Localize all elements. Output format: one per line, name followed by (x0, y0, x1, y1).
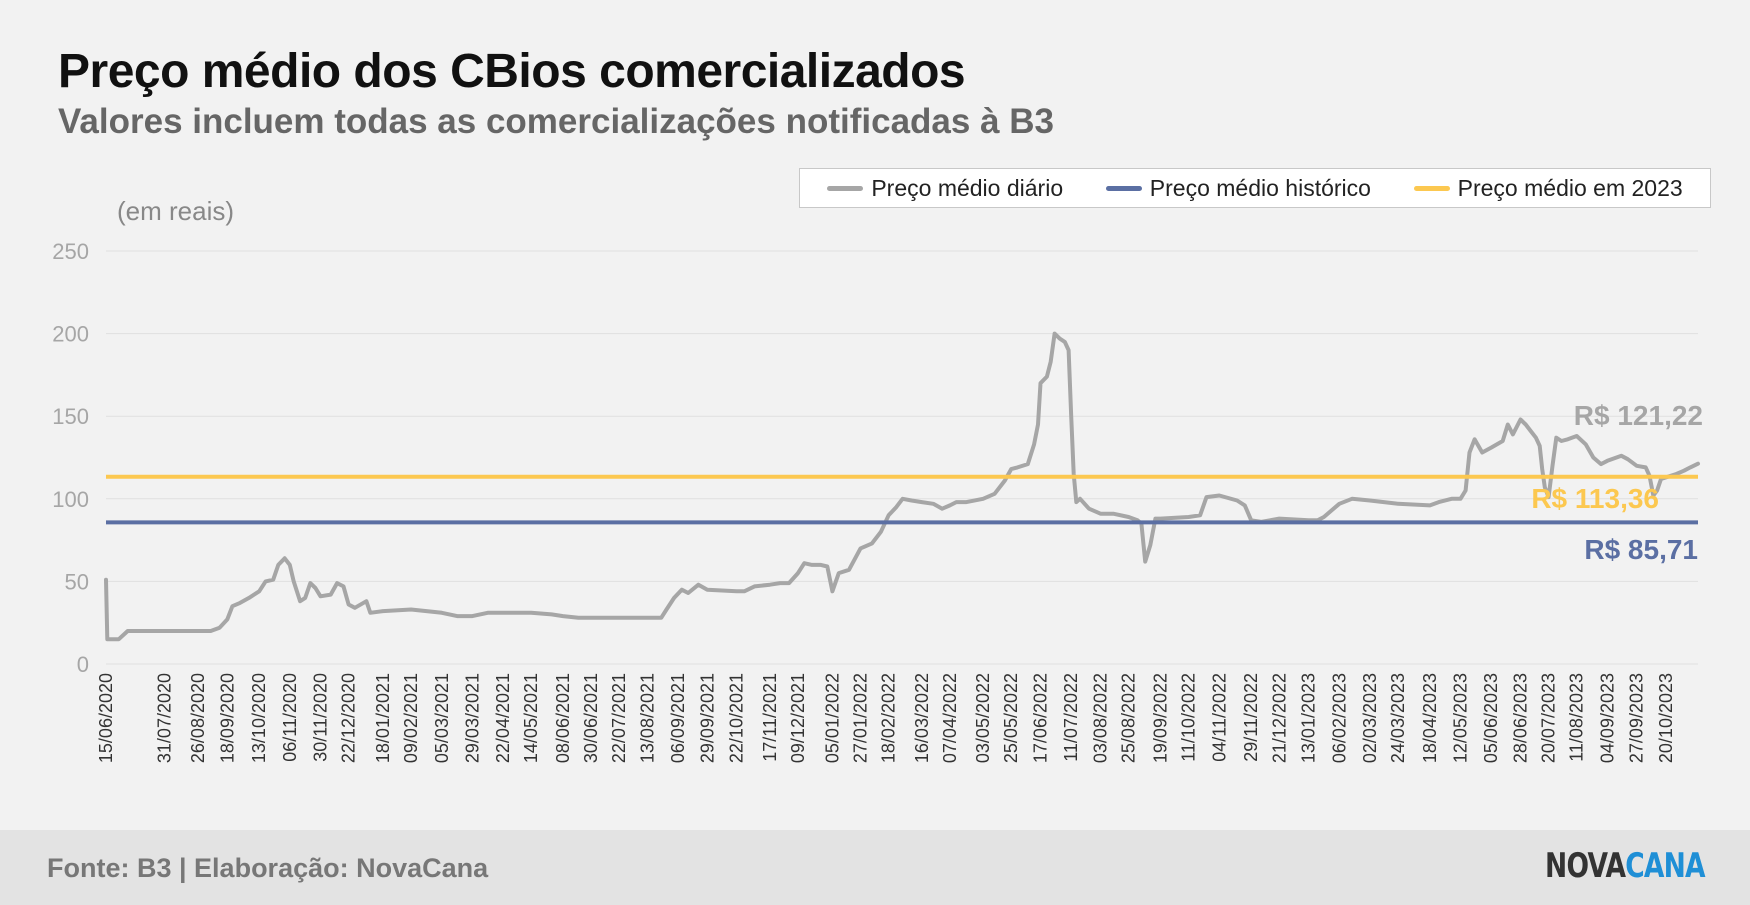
y-tick-label: 150 (52, 404, 89, 429)
x-tick-label: 08/06/2021 (553, 673, 573, 763)
source-credit: Fonte: B3 | Elaboração: NovaCana (47, 853, 489, 883)
value-annotation: R$ 121,22 (1574, 400, 1703, 431)
x-tick-label: 27/09/2023 (1627, 673, 1647, 763)
x-tick-label: 13/08/2021 (637, 673, 657, 763)
x-tick-label: 31/07/2020 (155, 673, 175, 763)
legend-item-daily: Preço médio diário (827, 175, 1063, 202)
y-tick-label: 0 (77, 652, 89, 677)
x-tick-label: 03/08/2022 (1091, 673, 1111, 763)
x-tick-label: 09/02/2021 (401, 673, 421, 763)
x-tick-label: 12/05/2023 (1451, 673, 1471, 763)
x-tick-label: 11/07/2022 (1061, 673, 1081, 762)
logo-text-nova: NOVA (1545, 846, 1626, 886)
x-tick-label: 25/08/2022 (1119, 673, 1139, 763)
x-tick-label: 17/11/2021 (760, 673, 780, 762)
x-tick-label: 11/08/2023 (1567, 673, 1587, 762)
x-tick-label: 29/03/2021 (462, 673, 482, 763)
novacana-logo: NOVACANA (1545, 846, 1706, 886)
x-tick-label: 21/12/2022 (1269, 673, 1289, 763)
x-tick-label: 28/06/2023 (1511, 673, 1531, 763)
x-tick-label: 26/08/2020 (188, 673, 208, 763)
x-tick-label: 24/03/2023 (1388, 673, 1408, 763)
x-tick-label: 22/10/2021 (727, 673, 747, 763)
x-tick-label: 03/05/2022 (973, 673, 993, 763)
x-tick-label: 02/03/2023 (1360, 673, 1380, 763)
y-axis-units-label: (em reais) (117, 196, 235, 226)
x-tick-label: 18/09/2020 (217, 673, 237, 763)
y-tick-label: 100 (52, 487, 89, 512)
y-tick-label: 200 (52, 322, 89, 347)
legend-label-2023: Preço médio em 2023 (1457, 174, 1683, 201)
x-tick-label: 18/02/2022 (879, 673, 899, 763)
y-tick-label: 250 (52, 239, 89, 264)
x-tick-label: 22/12/2020 (339, 673, 359, 763)
y-tick-label: 50 (65, 569, 89, 594)
x-tick-label: 30/06/2021 (581, 673, 601, 763)
logo-text-cana: CANA (1625, 846, 1705, 886)
x-tick-label: 04/09/2023 (1597, 673, 1617, 763)
x-tick-label: 06/09/2021 (668, 673, 688, 763)
x-tick-label: 20/10/2023 (1656, 673, 1676, 763)
legend-item-historical: Preço médio histórico (1105, 174, 1371, 202)
x-tick-label: 13/10/2020 (249, 673, 269, 763)
chart-title: Preço médio dos CBios comercializados (58, 45, 966, 98)
x-tick-label: 29/11/2022 (1241, 673, 1261, 762)
x-tick-label: 04/11/2022 (1209, 673, 1229, 762)
x-tick-label: 05/01/2022 (822, 673, 842, 763)
x-tick-label: 05/06/2023 (1481, 673, 1501, 763)
x-tick-label: 27/01/2022 (851, 673, 871, 763)
x-tick-label: 20/07/2023 (1539, 673, 1559, 763)
x-tick-label: 11/10/2022 (1179, 673, 1199, 762)
value-annotation: R$ 85,71 (1584, 534, 1698, 565)
legend-swatch-daily (827, 185, 864, 191)
x-tick-label: 09/12/2021 (788, 673, 808, 763)
x-tick-label: 07/04/2022 (940, 673, 960, 763)
daily-price-series-line (104, 331, 1700, 642)
x-tick-label: 29/09/2021 (697, 673, 717, 763)
x-tick-label: 30/11/2020 (310, 673, 330, 762)
legend-label-daily: Preço médio diário (871, 174, 1064, 201)
x-tick-label: 17/06/2022 (1031, 673, 1051, 763)
x-tick-label: 06/02/2023 (1329, 673, 1349, 763)
footer: Fonte: B3 | Elaboração: NovaCana NOVACAN… (0, 830, 1750, 905)
value-annotation: R$ 113,36 (1531, 483, 1659, 514)
x-tick-label: 13/01/2023 (1299, 673, 1319, 763)
x-tick-label: 25/05/2022 (1001, 673, 1021, 763)
legend-swatch-historical (1105, 185, 1142, 191)
x-tick-label: 06/11/2020 (280, 673, 300, 762)
x-tick-label: 19/09/2022 (1151, 673, 1171, 763)
chart-legend: Preço médio diário Preço médio histórico… (799, 168, 1711, 208)
x-tick-label: 15/06/2020 (96, 673, 116, 763)
legend-label-historical: Preço médio histórico (1149, 174, 1371, 201)
chart-subtitle: Valores incluem todas as comercializaçõe… (58, 102, 1054, 141)
price-line-chart: 0 50 100 150 200 250 15/06/2020 31/07/2020 26/08… (52, 239, 1703, 763)
x-tick-label: 05/03/2021 (432, 673, 452, 763)
x-tick-label: 22/07/2021 (609, 673, 629, 763)
legend-swatch-2023 (1413, 185, 1450, 191)
x-tick-label: 18/04/2023 (1420, 673, 1440, 763)
legend-item-2023: Preço médio em 2023 (1413, 174, 1683, 202)
x-tick-label: 16/03/2022 (912, 673, 932, 763)
x-tick-label: 22/04/2021 (493, 673, 513, 763)
x-tick-label: 14/05/2021 (521, 673, 541, 763)
x-tick-label: 18/01/2021 (373, 673, 393, 763)
